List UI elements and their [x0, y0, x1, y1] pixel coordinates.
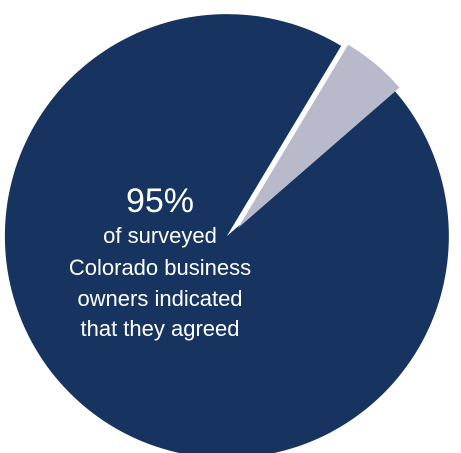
pie-annotation: 95% of surveyed Colorado business owners…	[69, 182, 251, 341]
pie-slices	[4, 14, 449, 453]
annotation-percent: 95%	[126, 182, 194, 220]
annotation-line-4: that they agreed	[80, 316, 239, 341]
pie-slice-agreed	[4, 14, 449, 453]
annotation-line-3: owners indicated	[77, 286, 242, 311]
pie-slice-other	[238, 44, 400, 229]
annotation-line-2: Colorado business	[69, 255, 251, 280]
annotation-line-1: of surveyed	[103, 223, 217, 248]
